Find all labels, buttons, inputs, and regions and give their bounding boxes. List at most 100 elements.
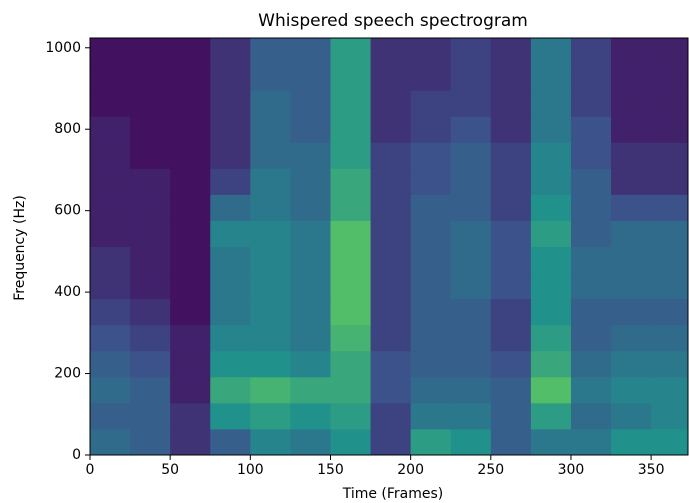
heat-cell: [410, 220, 452, 247]
heat-cell: [611, 324, 652, 352]
heat-cell: [170, 376, 211, 404]
heat-cell: [330, 350, 372, 378]
heat-cell: [611, 64, 652, 91]
heat-cell: [530, 142, 572, 169]
heat-cell: [370, 402, 412, 430]
heat-cell: [490, 116, 532, 143]
heat-cell: [210, 38, 251, 65]
heat-cell: [130, 246, 171, 274]
heat-cell: [130, 142, 171, 169]
heat-cell: [570, 272, 612, 300]
heat-cell: [570, 350, 612, 378]
heat-cell: [530, 402, 572, 430]
heat-cell: [570, 220, 612, 247]
heat-cell: [90, 402, 131, 430]
heat-cell: [170, 220, 211, 247]
heat-cell: [450, 194, 492, 221]
heat-cell: [250, 220, 291, 247]
heat-cell: [330, 246, 372, 274]
heat-cell: [290, 220, 331, 247]
heat-cell: [250, 90, 291, 117]
heat-cell: [170, 298, 211, 326]
heat-cell: [490, 90, 532, 117]
heat-cell: [490, 168, 532, 195]
heat-cell: [210, 376, 251, 404]
heat-cell: [651, 324, 689, 352]
heat-cell: [250, 324, 291, 352]
heat-cell: [330, 324, 372, 352]
heat-cell: [90, 350, 131, 378]
heat-cell: [210, 350, 251, 378]
heat-cell: [530, 376, 572, 404]
heat-cell: [490, 376, 532, 404]
heat-cell: [250, 272, 291, 300]
heat-cell: [90, 272, 131, 300]
heat-cell: [130, 402, 171, 430]
heat-cell: [130, 324, 171, 352]
heat-cell: [90, 116, 131, 143]
heat-cell: [170, 194, 211, 221]
heat-cell: [210, 246, 251, 274]
heat-cell: [651, 272, 689, 300]
heat-cell: [450, 376, 492, 404]
x-tick-label: 100: [237, 462, 264, 478]
heat-cell: [130, 350, 171, 378]
heat-cell: [130, 298, 171, 326]
heat-cell: [370, 272, 412, 300]
heat-cell: [290, 428, 331, 456]
heat-cell: [210, 428, 251, 456]
heat-cell: [651, 350, 689, 378]
heat-cell: [651, 246, 689, 274]
heat-cell: [290, 324, 331, 352]
heat-cell: [410, 350, 452, 378]
heat-cell: [410, 324, 452, 352]
heat-cell: [410, 194, 452, 221]
heat-cell: [250, 428, 291, 456]
heat-cell: [90, 246, 131, 274]
heat-cell: [170, 64, 211, 91]
heat-cell: [210, 298, 251, 326]
heat-cell: [330, 220, 372, 247]
heat-cell: [651, 116, 689, 143]
heat-cell: [570, 324, 612, 352]
heat-cell: [490, 220, 532, 247]
heat-cell: [330, 376, 372, 404]
heat-cell: [450, 116, 492, 143]
heat-cell: [651, 220, 689, 247]
heat-cell: [410, 298, 452, 326]
x-tick-label: 350: [638, 462, 665, 478]
heat-cell: [210, 64, 251, 91]
heat-cell: [570, 90, 612, 117]
heat-cell: [290, 194, 331, 221]
heat-cell: [611, 220, 652, 247]
heat-cell: [170, 142, 211, 169]
heat-cell: [530, 220, 572, 247]
heat-cell: [370, 298, 412, 326]
heat-cell: [410, 246, 452, 274]
heat-cell: [170, 428, 211, 456]
heat-cell: [130, 376, 171, 404]
heat-cell: [250, 142, 291, 169]
heat-cell: [611, 38, 652, 65]
heat-cell: [611, 142, 652, 169]
heat-cell: [450, 272, 492, 300]
y-tick-label: 800: [54, 121, 81, 137]
heat-cell: [410, 272, 452, 300]
heat-cell: [330, 428, 372, 456]
heat-cell: [490, 246, 532, 274]
heat-cell: [250, 38, 291, 65]
heat-cell: [130, 194, 171, 221]
heat-cell: [490, 38, 532, 65]
heat-cell: [370, 194, 412, 221]
heat-cell: [570, 402, 612, 430]
heat-cell: [450, 402, 492, 430]
heat-cell: [490, 142, 532, 169]
heat-cell: [170, 38, 211, 65]
heat-cell: [210, 142, 251, 169]
heat-cell: [130, 90, 171, 117]
heat-cell: [530, 246, 572, 274]
x-tick-label: 0: [86, 462, 95, 478]
heat-cell: [130, 64, 171, 91]
heat-cell: [370, 428, 412, 456]
heat-cell: [570, 142, 612, 169]
